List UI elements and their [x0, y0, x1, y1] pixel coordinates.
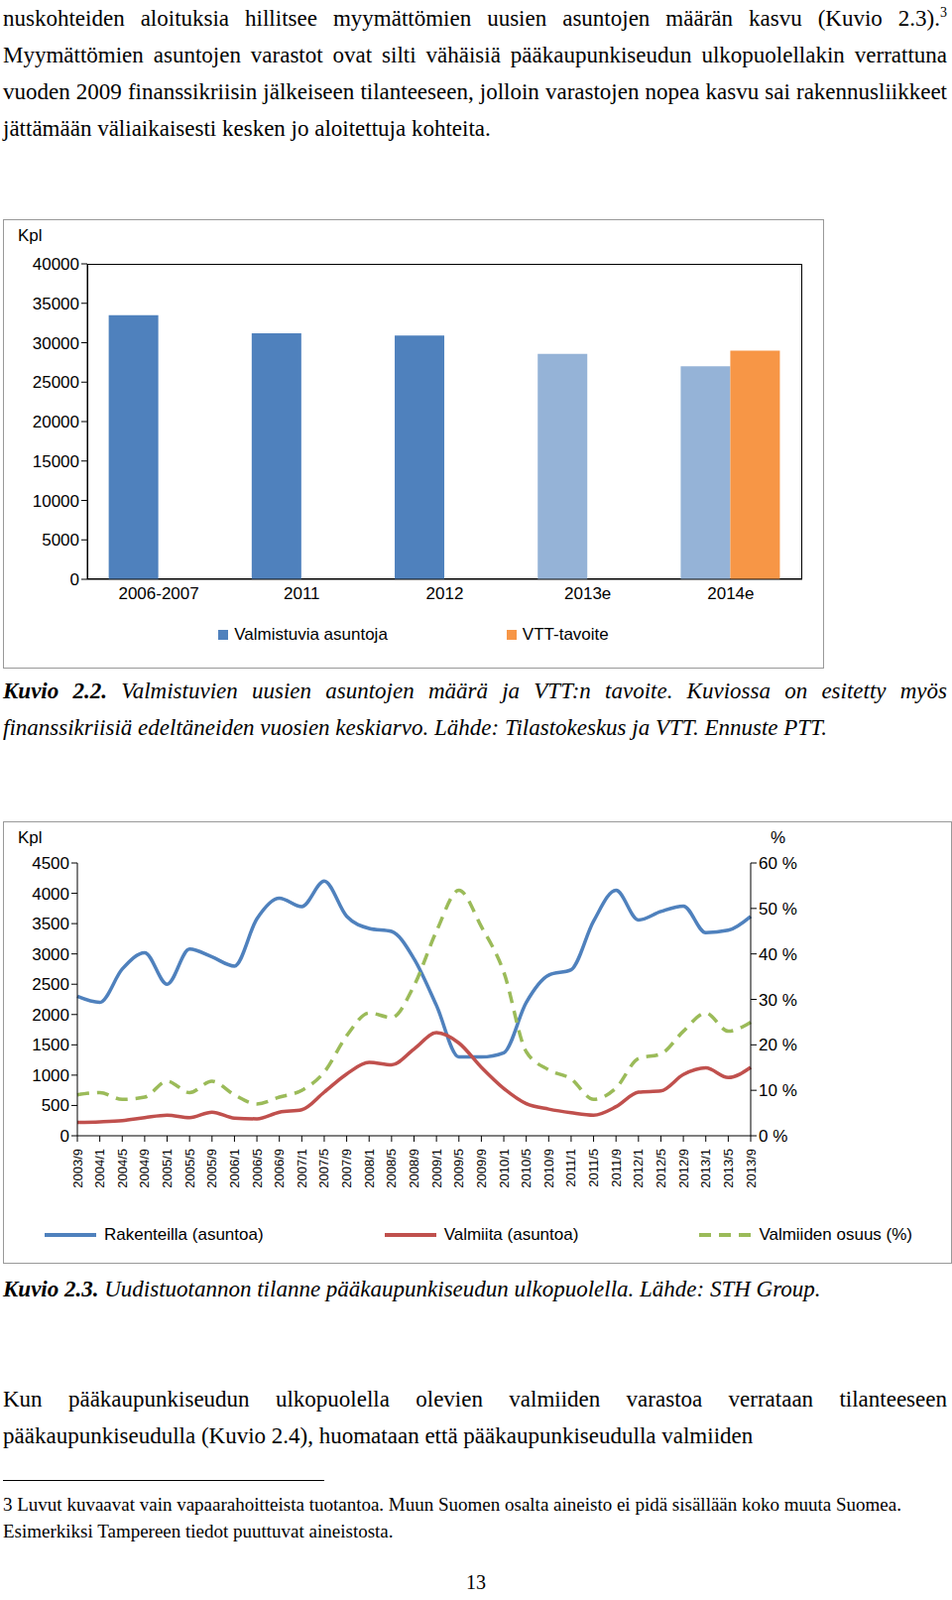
svg-text:30 %: 30 %	[758, 990, 798, 1010]
svg-text:2006/1: 2006/1	[227, 1148, 242, 1189]
svg-text:2013/1: 2013/1	[698, 1148, 714, 1189]
svg-text:2005/9: 2005/9	[204, 1148, 220, 1189]
svg-text:2007/1: 2007/1	[294, 1148, 310, 1189]
svg-text:2012: 2012	[426, 584, 465, 603]
svg-text:2000: 2000	[31, 1005, 70, 1025]
svg-text:2013e: 2013e	[564, 584, 611, 603]
svg-text:50 %: 50 %	[758, 899, 798, 919]
svg-text:30000: 30000	[32, 334, 80, 354]
svg-text:2005/5: 2005/5	[182, 1148, 198, 1189]
svg-text:2011: 2011	[283, 584, 321, 603]
svg-text:2005/1: 2005/1	[159, 1148, 175, 1189]
html-text:Kuvio 2.3. Uudistuotannon tila: Kuvio 2.3. Uudistuotannon tilanne pääkau…	[2, 1276, 821, 1302]
svg-text:2006-2007: 2006-2007	[118, 584, 199, 603]
svg-text:2008/9: 2008/9	[406, 1148, 422, 1189]
svg-text:40 %: 40 %	[758, 945, 798, 964]
svg-text:2009/5: 2009/5	[451, 1148, 467, 1189]
svg-text:60 %: 60 %	[758, 853, 798, 873]
svg-text:2500: 2500	[31, 974, 70, 994]
svg-text:2008/1: 2008/1	[361, 1148, 377, 1189]
svg-text:2007/5: 2007/5	[316, 1148, 332, 1189]
svg-text:10000: 10000	[32, 491, 80, 511]
html-text:Valmiiden osuus (%): Valmiiden osuus (%)	[759, 1224, 913, 1244]
svg-text:2008/5: 2008/5	[383, 1148, 399, 1189]
svg-text:2013/5: 2013/5	[720, 1148, 736, 1189]
svg-text:2012/5: 2012/5	[653, 1148, 669, 1189]
svg-text:2011/9: 2011/9	[608, 1148, 624, 1188]
svg-text:35000: 35000	[32, 294, 80, 314]
svg-text:40000: 40000	[32, 254, 80, 274]
svg-text:2014e: 2014e	[707, 584, 754, 603]
svg-text:25000: 25000	[32, 372, 80, 392]
html-text:Rakenteilla (asuntoa): Rakenteilla (asuntoa)	[104, 1224, 264, 1244]
html-text:Valmistuvia asuntoja: Valmistuvia asuntoja	[234, 624, 388, 644]
html-text:3 Luvut kuvaavat vain vapaarah: 3 Luvut kuvaavat vain vapaarahoitteista …	[2, 1493, 902, 1542]
svg-text:5000: 5000	[41, 530, 80, 550]
html-text:Kpl: Kpl	[17, 226, 43, 245]
svg-text:4000: 4000	[31, 884, 70, 904]
svg-text:0: 0	[70, 570, 80, 590]
html-text:nuskohteiden aloituksia hillit: nuskohteiden aloituksia hillitsee myymät…	[2, 5, 948, 31]
svg-text:2006/5: 2006/5	[249, 1148, 265, 1189]
svg-text:2011/5: 2011/5	[586, 1148, 601, 1188]
svg-text:2013/9: 2013/9	[743, 1148, 759, 1189]
svg-text:2006/9: 2006/9	[271, 1148, 287, 1189]
svg-text:20000: 20000	[32, 412, 80, 432]
html-text:Kuvio 2.2.: Kuvio 2.2.	[2, 678, 108, 704]
svg-text:2011/1: 2011/1	[563, 1148, 579, 1188]
svg-text:2010/5: 2010/5	[518, 1148, 534, 1189]
html-text:Kun pääkaupunkiseudun ulkopuol: Kun pääkaupunkiseudun ulkopuolella olevi…	[2, 1386, 948, 1448]
html-text:13: 13	[466, 1570, 486, 1593]
svg-text:4500: 4500	[31, 853, 70, 873]
svg-text:1500: 1500	[31, 1035, 70, 1055]
svg-text:2004/1: 2004/1	[92, 1148, 108, 1189]
html-text:Valmiita (asuntoa): Valmiita (asuntoa)	[443, 1224, 579, 1244]
svg-text:2010/1: 2010/1	[496, 1148, 512, 1189]
html-text:Valmistuvien uusien asuntojen: Valmistuvien uusien asuntojen määrä ja V…	[2, 678, 948, 740]
svg-text:2007/9: 2007/9	[339, 1148, 355, 1189]
svg-text:1000: 1000	[31, 1066, 70, 1085]
svg-text:10 %: 10 %	[758, 1080, 798, 1100]
svg-text:3500: 3500	[31, 914, 70, 934]
svg-text:2004/5: 2004/5	[115, 1148, 130, 1189]
html-text:Myymättömien asuntojen varasto: Myymättömien asuntojen varastot ovat sil…	[2, 42, 948, 141]
svg-text:0: 0	[60, 1126, 70, 1146]
svg-text:2010/9: 2010/9	[541, 1148, 557, 1189]
html-text:Kpl: Kpl	[17, 828, 43, 847]
svg-text:2012/1: 2012/1	[630, 1148, 646, 1189]
svg-text:3000: 3000	[31, 945, 70, 964]
svg-text:0 %: 0 %	[758, 1126, 788, 1146]
svg-text:2004/9: 2004/9	[136, 1148, 152, 1189]
svg-text:2009/1: 2009/1	[429, 1148, 445, 1189]
html-text:VTT-tavoite: VTT-tavoite	[522, 624, 609, 644]
svg-text:20 %: 20 %	[758, 1035, 798, 1055]
svg-text:500: 500	[41, 1095, 70, 1115]
svg-text:2003/9: 2003/9	[70, 1148, 86, 1189]
svg-text:2009/9: 2009/9	[474, 1148, 489, 1189]
svg-text:15000: 15000	[32, 452, 80, 472]
svg-text:2012/9: 2012/9	[676, 1148, 692, 1189]
